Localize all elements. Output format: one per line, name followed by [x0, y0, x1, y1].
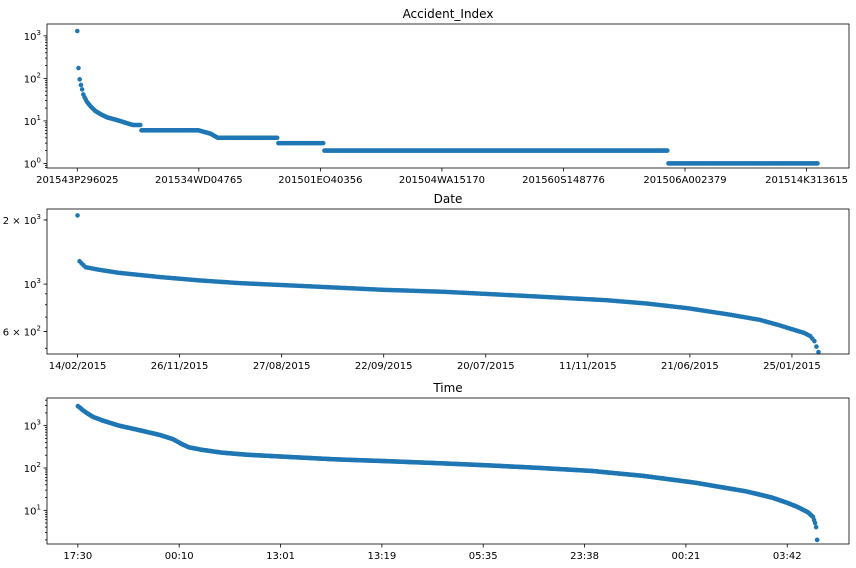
y-tick-base: 10 — [24, 506, 37, 517]
x-tick-label: 20/07/2015 — [457, 361, 515, 372]
time-panel: Time 17:30 00:10 13:01 13:19 05:35 23:38 00:21 0… — [24, 381, 850, 562]
y-tick-base: 10 — [24, 32, 37, 43]
y-tick-exponent: 2 — [37, 324, 41, 332]
x-tick-label: 201506A002379 — [643, 175, 726, 186]
data-points — [74, 28, 820, 166]
chart-title: Date — [434, 192, 463, 206]
y-tick-exponent: 2 — [37, 71, 41, 79]
data-point — [78, 82, 84, 88]
y-tick-base: 10 — [24, 464, 37, 475]
accident-index-panel: Accident_Index 201543P296025 201534WD04765… — [24, 7, 850, 186]
x-tick-label: 27/08/2015 — [253, 361, 311, 372]
date-panel: Date 14/02/2015 26/11/2015 27/08/2015 22/09/… — [3, 192, 850, 372]
y-tick-base: 10 — [24, 280, 37, 291]
x-tick-label: 201504WA15170 — [399, 175, 485, 186]
y-tick-exponent: 3 — [37, 419, 41, 427]
x-tick-label: 14/02/2015 — [49, 361, 107, 372]
y-tick-label: 101 — [24, 503, 41, 517]
plot-frame — [46, 208, 850, 355]
x-tick-label: 03:42 — [773, 551, 802, 562]
y-tick-label: 100 — [24, 156, 41, 170]
y-tick-exponent: 1 — [37, 503, 41, 511]
data-point — [76, 65, 81, 71]
data-point — [812, 338, 817, 344]
y-tick-exponent: 3 — [37, 29, 41, 37]
x-tick-label: 201501EO40356 — [278, 175, 362, 186]
y-tick-exponent: 3 — [37, 277, 41, 285]
x-tick-label: 26/11/2015 — [151, 361, 209, 372]
y-tick-label: 103 — [24, 29, 41, 43]
y-tick-base: 2 × 10 — [3, 216, 37, 227]
y-tick-base: 6 × 10 — [3, 327, 37, 338]
y-tick-base: 10 — [24, 74, 37, 85]
x-tick-label: 13:01 — [266, 551, 295, 562]
chart-title: Time — [432, 381, 462, 395]
x-tick-label: 11/11/2015 — [559, 361, 617, 372]
data-point — [664, 148, 670, 153]
x-tick-label: 00:21 — [671, 551, 700, 562]
y-tick-label: 2 × 103 — [3, 213, 41, 227]
plot-frame — [46, 23, 850, 169]
x-tick-label: 21/06/2015 — [661, 361, 719, 372]
y-tick-exponent: 3 — [37, 213, 41, 221]
x-tick-label: 13:19 — [367, 551, 396, 562]
x-tick-label: 201543P296025 — [36, 175, 118, 186]
plot-frame — [46, 397, 850, 545]
y-tick-exponent: 2 — [37, 461, 41, 469]
chart-title: Accident_Index — [403, 7, 494, 21]
y-tick-label: 101 — [24, 114, 41, 128]
data-point — [813, 524, 819, 530]
x-tick-label: 05:35 — [469, 551, 498, 562]
data-point — [74, 28, 80, 34]
y-tick-exponent: 0 — [37, 156, 41, 164]
y-tick-label: 103 — [24, 419, 41, 433]
x-tick-label: 201560S148776 — [522, 175, 605, 186]
x-tick-label: 201534WD04765 — [155, 175, 243, 186]
data-point — [814, 344, 819, 349]
y-tick-base: 10 — [24, 422, 37, 433]
y-tick-label: 6 × 102 — [3, 324, 41, 338]
data-point — [816, 349, 821, 355]
data-point — [320, 140, 326, 146]
x-tick-label: 25/01/2015 — [763, 361, 821, 372]
x-tick-label: 201514K313615 — [765, 175, 848, 186]
data-point — [75, 213, 80, 218]
data-points — [75, 213, 821, 355]
data-point — [274, 135, 280, 141]
y-tick-exponent: 1 — [37, 114, 41, 122]
data-point — [815, 161, 820, 166]
data-point — [79, 87, 85, 92]
x-tick-label: 23:38 — [570, 551, 599, 562]
y-tick-base: 10 — [24, 117, 37, 128]
y-tick-base: 10 — [24, 159, 37, 170]
data-points — [75, 403, 820, 543]
x-tick-label: 17:30 — [63, 551, 92, 562]
y-tick-label: 103 — [24, 277, 41, 291]
x-tick-label: 00:10 — [165, 551, 194, 562]
data-point — [137, 122, 143, 128]
y-tick-label: 102 — [24, 71, 41, 85]
y-tick-label: 102 — [24, 461, 41, 475]
data-point — [77, 77, 83, 82]
data-point — [812, 520, 818, 526]
data-point — [814, 537, 820, 543]
x-tick-label: 22/09/2015 — [355, 361, 413, 372]
